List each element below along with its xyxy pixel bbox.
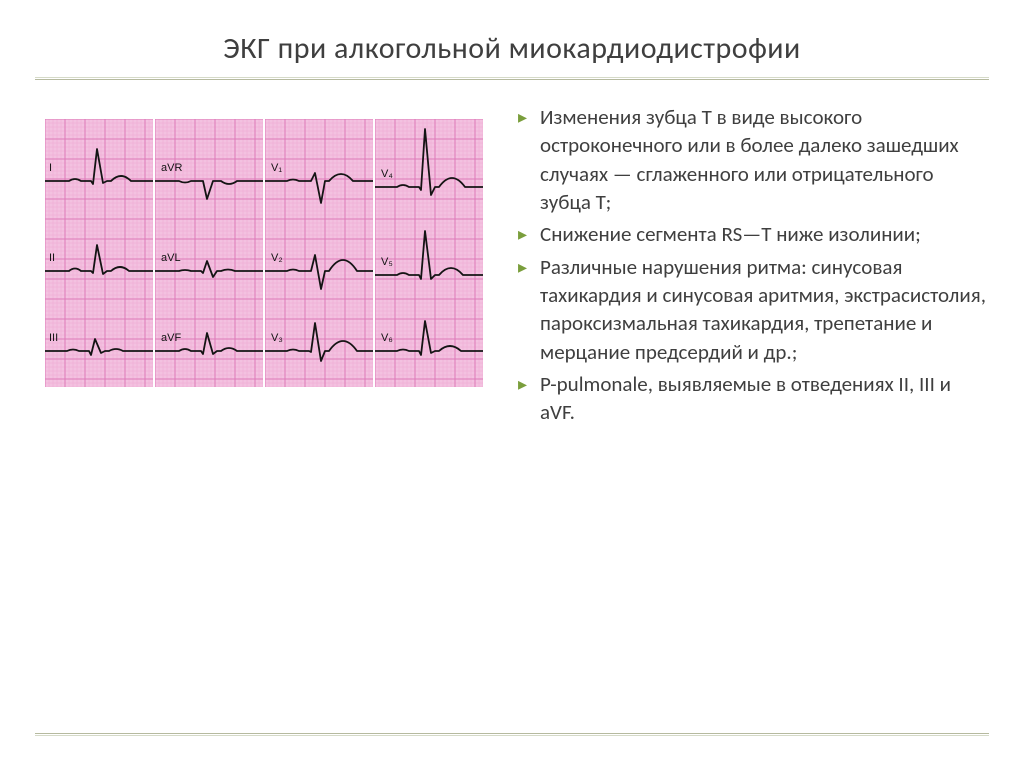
list-item: Различные нарушения ритма: синусовая тах…: [518, 253, 989, 366]
divider-bottom: [35, 733, 989, 737]
list-item: Изменения зубца Т в виде высокого острок…: [518, 103, 989, 216]
text-panel: Изменения зубца Т в виде высокого острок…: [518, 99, 989, 431]
svg-text:V₁: V₁: [271, 162, 282, 174]
svg-text:V₆: V₆: [381, 332, 393, 344]
svg-text:II: II: [49, 252, 55, 264]
svg-text:aVF: aVF: [161, 332, 181, 344]
bullet-list: Изменения зубца Т в виде высокого острок…: [518, 103, 989, 427]
svg-text:III: III: [49, 332, 58, 344]
divider-top: [35, 77, 989, 81]
ecg-strip: V₁ V₂ V₃: [265, 119, 373, 387]
ecg-strip: V₄ V₅ V₆: [375, 119, 483, 387]
svg-text:V₅: V₅: [381, 256, 393, 268]
ecg-strip: aVR aVL aVF: [155, 119, 263, 387]
svg-text:aVR: aVR: [161, 162, 182, 174]
ecg-panel: IIIIIIaVRaVLaVFV₁V₂V₃V₄V₅V₆: [35, 99, 490, 387]
slide: ЭКГ при алкогольной миокардиодистрофии I…: [0, 0, 1024, 767]
svg-text:V₃: V₃: [271, 332, 283, 344]
svg-text:aVL: aVL: [161, 252, 181, 264]
svg-text:V₂: V₂: [271, 252, 283, 264]
ecg-strip: IIIIII: [45, 119, 153, 387]
content-row: IIIIIIaVRaVLaVFV₁V₂V₃V₄V₅V₆ Изменения зу…: [35, 99, 989, 733]
svg-text:I: I: [49, 162, 52, 174]
svg-text:V₄: V₄: [381, 168, 393, 180]
list-item: P-pulmonale, выявляемые в отведениях II,…: [518, 370, 989, 427]
title-wrap: ЭКГ при алкогольной миокардиодистрофии: [35, 30, 989, 67]
page-title: ЭКГ при алкогольной миокардиодистрофии: [35, 30, 989, 67]
list-item: Снижение сегмента RS—T ниже изолинии;: [518, 220, 989, 248]
